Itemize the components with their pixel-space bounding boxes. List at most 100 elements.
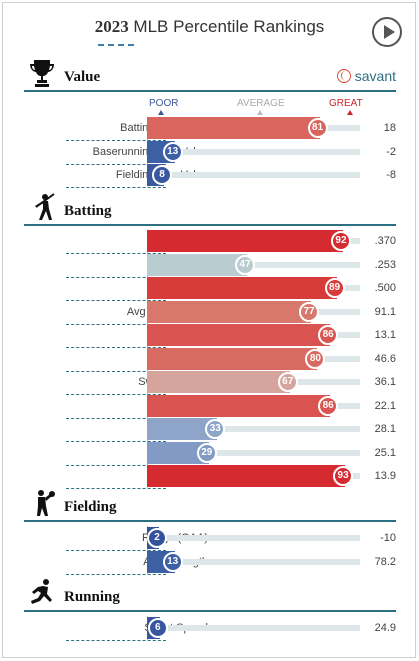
percentile-bar bbox=[147, 253, 248, 276]
scale-great: GREAT bbox=[329, 98, 363, 109]
percentile-bubble[interactable]: 2 bbox=[147, 528, 167, 548]
track-background bbox=[147, 426, 360, 432]
row-divider bbox=[66, 276, 166, 278]
row-divider bbox=[66, 253, 166, 254]
track-background bbox=[147, 625, 360, 631]
percentile-bar bbox=[147, 418, 218, 440]
percentile-track: 2 bbox=[147, 527, 360, 549]
row-divider bbox=[66, 347, 166, 348]
percentile-track: 47 bbox=[147, 253, 360, 276]
scale-poor: POOR bbox=[149, 98, 179, 109]
row-divider bbox=[66, 140, 166, 141]
percentile-bubble[interactable]: 13 bbox=[162, 551, 183, 572]
average-marker-icon bbox=[257, 110, 263, 115]
stat-value: 78.2 bbox=[374, 555, 396, 568]
percentile-bubble[interactable]: 89 bbox=[324, 278, 345, 298]
stat-value: .370 bbox=[374, 235, 396, 247]
percentile-track: 8 bbox=[147, 164, 360, 186]
percentile-bubble[interactable]: 77 bbox=[299, 301, 319, 322]
row-divider bbox=[66, 550, 166, 551]
stat-value: 13.9 bbox=[374, 470, 396, 482]
row-divider bbox=[66, 441, 166, 442]
stat-value: 13.1 bbox=[374, 329, 396, 341]
percentile-track: 77 bbox=[147, 300, 360, 323]
percentile-track: 6 bbox=[147, 617, 360, 639]
stat-value: 91.1 bbox=[374, 305, 396, 318]
row-divider bbox=[66, 187, 166, 188]
stat-value: 36.1 bbox=[374, 376, 396, 388]
percentile-bubble[interactable]: 33 bbox=[205, 419, 226, 439]
track-background bbox=[147, 535, 360, 541]
percentile-track: 29 bbox=[147, 441, 360, 464]
percentile-bar bbox=[147, 465, 346, 487]
track-background bbox=[147, 148, 360, 155]
row-divider bbox=[66, 640, 166, 641]
percentile-bar bbox=[147, 324, 331, 346]
percentile-bubble[interactable]: 6 bbox=[147, 618, 168, 638]
row-divider bbox=[66, 488, 166, 489]
section-batting: Batting bbox=[24, 193, 396, 226]
section-value-label: Value bbox=[64, 69, 101, 85]
percentile-bar bbox=[147, 277, 337, 299]
title-underline bbox=[98, 44, 134, 46]
percentile-bubble[interactable]: 29 bbox=[196, 442, 217, 463]
percentile-track: 13 bbox=[147, 550, 360, 573]
percentile-track: 92 bbox=[147, 230, 360, 252]
track-background bbox=[147, 558, 360, 565]
percentile-bubble[interactable]: 92 bbox=[330, 231, 351, 251]
page-title: 2023 MLB Percentile Rankings bbox=[94, 17, 325, 36]
percentile-bubble[interactable]: 81 bbox=[307, 118, 328, 138]
play-button[interactable] bbox=[372, 17, 402, 47]
percentile-bar bbox=[147, 394, 331, 417]
stat-value: .253 bbox=[374, 258, 396, 271]
row-divider bbox=[66, 417, 166, 419]
baseball-icon bbox=[336, 69, 351, 83]
percentile-bubble[interactable]: 8 bbox=[152, 165, 173, 185]
stat-value: 28.1 bbox=[374, 423, 396, 435]
batter-icon bbox=[35, 193, 55, 220]
row-divider bbox=[66, 573, 166, 575]
percentile-track: 67 bbox=[147, 371, 360, 393]
percentile-track: 81 bbox=[147, 117, 360, 139]
percentile-track: 13 bbox=[147, 140, 360, 163]
stat-value: 25.1 bbox=[374, 446, 396, 459]
percentile-bubble[interactable]: 86 bbox=[318, 395, 339, 416]
percentile-track: 93 bbox=[147, 465, 360, 487]
percentile-track: 33 bbox=[147, 418, 360, 440]
section-fielding-label: Fielding bbox=[64, 499, 117, 515]
percentile-bar bbox=[147, 441, 209, 464]
percentile-bubble[interactable]: 67 bbox=[277, 372, 298, 392]
stat-value: .500 bbox=[374, 282, 396, 294]
track-background bbox=[147, 172, 360, 178]
fielder-icon bbox=[37, 490, 55, 516]
percentile-bubble[interactable]: 93 bbox=[333, 466, 354, 486]
savant-logo[interactable]: savant bbox=[336, 68, 396, 84]
section-batting-label: Batting bbox=[64, 203, 112, 219]
stat-value: 22.1 bbox=[374, 399, 396, 412]
section-running-label: Running bbox=[64, 589, 120, 605]
track-background bbox=[147, 449, 360, 456]
trophy-icon bbox=[30, 60, 54, 87]
percentile-bubble[interactable]: 13 bbox=[162, 141, 183, 162]
stat-value: 24.9 bbox=[374, 622, 396, 634]
poor-marker-icon bbox=[158, 110, 164, 115]
row-divider bbox=[66, 370, 166, 372]
scale-legend: POOR AVERAGE GREAT bbox=[147, 98, 363, 118]
stat-value: -2 bbox=[386, 145, 396, 158]
row-divider bbox=[66, 464, 166, 466]
percentile-bar bbox=[147, 371, 290, 393]
scale-average: AVERAGE bbox=[237, 98, 285, 109]
percentile-bar bbox=[147, 347, 318, 370]
section-fielding: Fielding bbox=[24, 490, 396, 522]
percentile-track: 86 bbox=[147, 394, 360, 417]
stat-value: -10 bbox=[380, 532, 396, 544]
stat-value: 46.6 bbox=[374, 352, 396, 365]
percentile-bubble[interactable]: 80 bbox=[305, 348, 326, 369]
row-divider bbox=[66, 394, 166, 395]
section-value: Value savant bbox=[24, 60, 396, 92]
percentile-bar bbox=[147, 117, 320, 139]
great-marker-icon bbox=[347, 110, 353, 115]
percentile-bubble[interactable]: 47 bbox=[235, 254, 256, 275]
percentile-bubble[interactable]: 86 bbox=[318, 325, 339, 345]
section-running: Running bbox=[24, 579, 396, 612]
